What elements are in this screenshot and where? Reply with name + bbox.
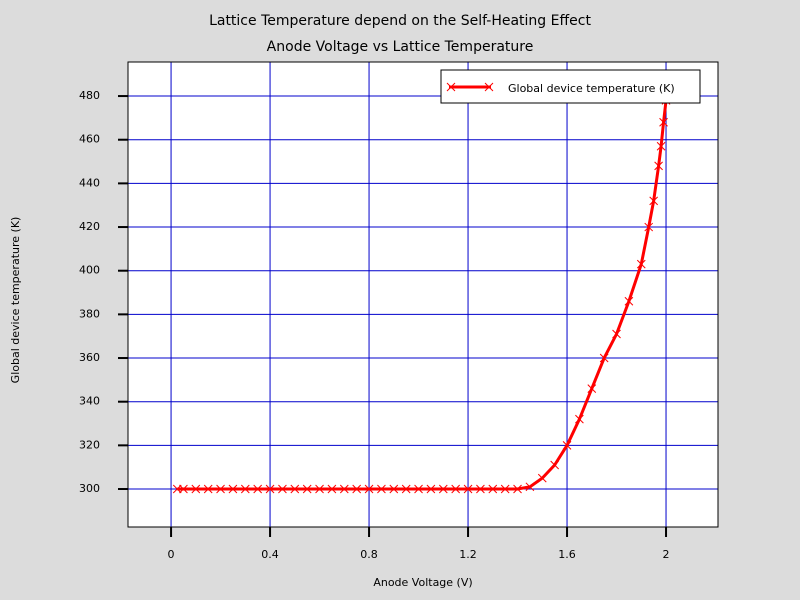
point-marker	[644, 222, 654, 232]
point-marker	[513, 484, 522, 494]
point-marker	[179, 484, 188, 494]
point-marker	[377, 484, 386, 494]
point-marker	[612, 329, 621, 339]
point-marker	[278, 484, 287, 494]
legend-marker	[446, 82, 456, 92]
legend-label: Global device temperature (K)	[508, 82, 675, 95]
point-marker	[389, 484, 399, 494]
x-tick-label: 1.2	[459, 548, 477, 561]
y-tick-label: 380	[79, 307, 100, 320]
chart-subtitle: Anode Voltage vs Lattice Temperature	[267, 39, 534, 55]
y-tick-label: 320	[79, 438, 100, 451]
point-marker	[654, 161, 663, 171]
point-marker	[401, 484, 411, 494]
point-marker	[451, 484, 461, 494]
point-marker	[203, 484, 213, 494]
point-marker	[191, 484, 201, 494]
legend-marker	[484, 82, 494, 92]
point-marker	[599, 353, 609, 363]
point-marker	[636, 259, 646, 269]
y-tick-label: 460	[79, 133, 100, 146]
point-marker	[575, 414, 584, 424]
x-axis-label: Anode Voltage (V)	[373, 576, 472, 589]
plot-frame	[127, 61, 719, 528]
x-tick-label: 0	[168, 548, 175, 561]
chart-title: Lattice Temperature depend on the Self-H…	[209, 13, 591, 29]
y-tick-label: 440	[79, 176, 100, 189]
point-marker	[587, 384, 597, 393]
point-marker	[488, 484, 498, 494]
x-tick-label: 0.8	[360, 548, 378, 561]
point-marker	[339, 484, 349, 494]
point-marker	[438, 484, 448, 494]
point-marker	[216, 484, 225, 494]
point-marker	[364, 484, 374, 494]
y-tick-label: 400	[79, 264, 100, 277]
point-marker	[414, 484, 423, 494]
y-axis-label: Global device temperature (K)	[9, 217, 22, 384]
plot-area	[128, 62, 718, 527]
point-marker	[649, 196, 659, 206]
y-tick-label: 420	[79, 220, 100, 233]
point-marker	[624, 296, 634, 306]
point-marker	[525, 482, 535, 492]
x-tick-label: 1.6	[558, 548, 576, 561]
point-marker	[240, 484, 250, 494]
point-marker	[537, 473, 547, 483]
point-marker	[302, 484, 312, 494]
point-marker	[327, 484, 337, 494]
y-tick-label: 360	[79, 351, 100, 364]
point-marker	[562, 440, 572, 450]
y-tick-label: 300	[79, 482, 100, 495]
y-tick-label: 340	[79, 395, 100, 408]
point-marker	[463, 484, 473, 494]
point-marker	[426, 484, 436, 494]
point-marker	[352, 484, 362, 494]
point-marker	[315, 484, 324, 494]
x-tick-label: 2	[663, 548, 670, 561]
point-marker	[476, 484, 485, 494]
point-marker	[172, 484, 182, 494]
point-marker	[659, 117, 668, 127]
point-marker	[253, 484, 263, 494]
y-tick-label: 480	[79, 89, 100, 102]
x-tick-label: 0.4	[261, 548, 279, 561]
point-marker	[500, 484, 510, 494]
point-marker	[290, 484, 300, 494]
point-marker	[265, 484, 275, 494]
point-marker	[550, 460, 560, 470]
point-marker	[656, 141, 666, 151]
point-marker	[228, 484, 238, 494]
